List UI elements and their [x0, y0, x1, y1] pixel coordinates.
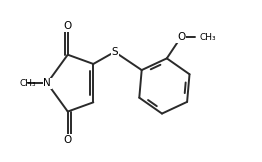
Text: CH₃: CH₃: [199, 33, 216, 41]
Text: N: N: [43, 78, 51, 88]
Text: O: O: [64, 135, 72, 145]
Text: CH₃: CH₃: [20, 79, 36, 88]
Text: O: O: [177, 32, 185, 42]
Text: O: O: [64, 21, 72, 31]
Text: S: S: [111, 47, 118, 57]
